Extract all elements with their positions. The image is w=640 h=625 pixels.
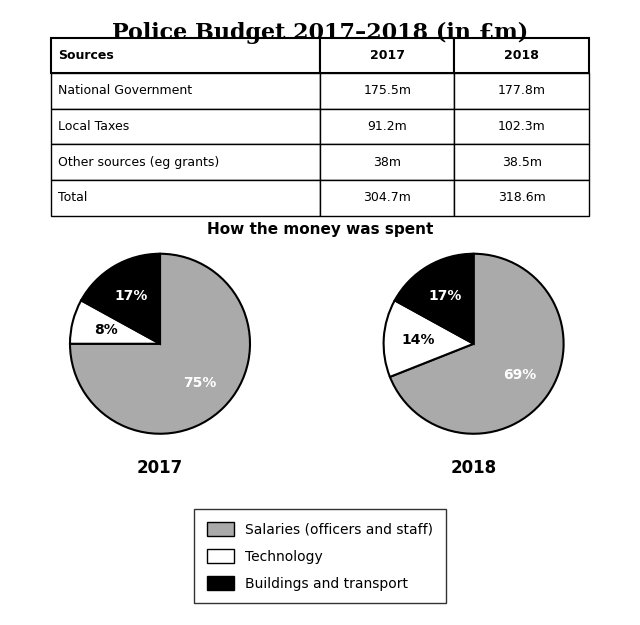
Text: National Government: National Government: [58, 84, 192, 98]
Bar: [454, 144, 589, 180]
Bar: [51, 38, 320, 73]
Text: 91.2m: 91.2m: [367, 120, 407, 133]
Text: Other sources (eg grants): Other sources (eg grants): [58, 156, 219, 169]
Wedge shape: [70, 301, 160, 344]
Bar: [51, 109, 320, 144]
Wedge shape: [70, 254, 250, 434]
Text: 177.8m: 177.8m: [497, 84, 545, 98]
Text: 2017: 2017: [370, 49, 404, 62]
Wedge shape: [390, 254, 564, 434]
Bar: [320, 73, 454, 109]
Bar: [320, 109, 454, 144]
Text: Local Taxes: Local Taxes: [58, 120, 129, 133]
Text: 175.5m: 175.5m: [363, 84, 411, 98]
Text: 38m: 38m: [373, 156, 401, 169]
Bar: [51, 144, 320, 180]
Text: 8%: 8%: [94, 323, 118, 337]
Text: Sources: Sources: [58, 49, 113, 62]
Text: 2018: 2018: [451, 459, 497, 478]
Text: 2017: 2017: [137, 459, 183, 478]
Text: Police Budget 2017–2018 (in £m): Police Budget 2017–2018 (in £m): [112, 22, 528, 44]
Bar: [51, 73, 320, 109]
Text: 69%: 69%: [503, 368, 536, 382]
Text: 38.5m: 38.5m: [502, 156, 541, 169]
Bar: [320, 38, 454, 73]
Wedge shape: [383, 301, 474, 377]
Wedge shape: [395, 254, 474, 344]
Bar: [320, 180, 454, 216]
Bar: [454, 38, 589, 73]
Text: 318.6m: 318.6m: [498, 191, 545, 204]
Text: 17%: 17%: [429, 289, 462, 302]
Wedge shape: [81, 254, 160, 344]
Text: 2018: 2018: [504, 49, 539, 62]
Bar: [454, 73, 589, 109]
Text: 17%: 17%: [115, 289, 148, 302]
Text: 14%: 14%: [401, 333, 435, 348]
Bar: [454, 109, 589, 144]
Text: How the money was spent: How the money was spent: [207, 222, 433, 237]
Legend: Salaries (officers and staff), Technology, Buildings and transport: Salaries (officers and staff), Technolog…: [194, 509, 446, 604]
Bar: [320, 144, 454, 180]
Text: Total: Total: [58, 191, 87, 204]
Bar: [454, 180, 589, 216]
Text: 75%: 75%: [183, 376, 216, 390]
Text: 304.7m: 304.7m: [364, 191, 411, 204]
Text: 102.3m: 102.3m: [498, 120, 545, 133]
Bar: [51, 180, 320, 216]
